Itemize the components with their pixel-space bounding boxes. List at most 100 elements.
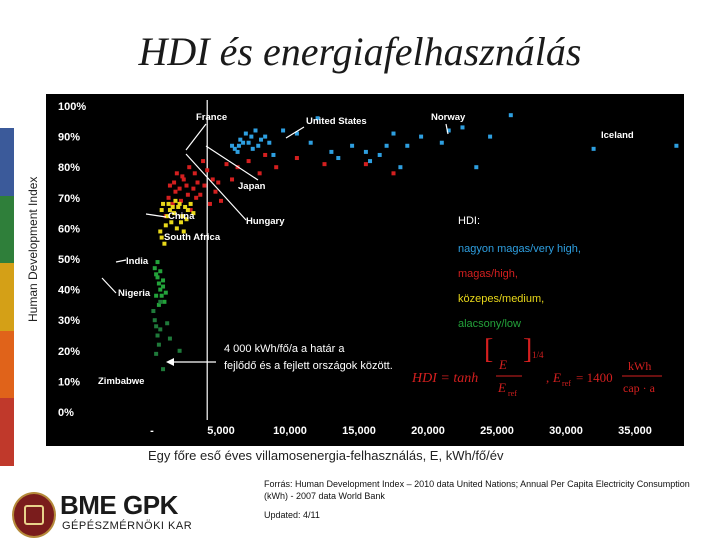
x-tick-label: 10,000 xyxy=(273,425,307,437)
annotation-label: Hungary xyxy=(246,216,285,227)
data-point xyxy=(274,165,279,170)
data-point xyxy=(156,342,161,347)
data-point xyxy=(165,214,170,219)
data-point xyxy=(192,171,197,176)
data-point xyxy=(329,149,334,154)
source-note: Forrás: Human Development Index – 2010 d… xyxy=(264,479,690,501)
threshold-arrowhead xyxy=(166,358,174,366)
data-point xyxy=(250,146,255,151)
data-point xyxy=(161,278,166,283)
y-tick-label: 60% xyxy=(58,223,80,235)
annotation-label: United States xyxy=(306,116,367,127)
data-point xyxy=(163,290,168,295)
annotation-arrow xyxy=(145,213,167,218)
data-point xyxy=(155,333,160,338)
data-point xyxy=(170,201,175,206)
data-point xyxy=(177,201,182,206)
data-point xyxy=(159,293,164,298)
annotation-label: Nigeria xyxy=(118,288,151,299)
data-point xyxy=(155,260,160,265)
x-tick-label: 35,000 xyxy=(618,425,652,437)
data-point xyxy=(205,168,210,173)
data-point xyxy=(241,140,246,145)
data-point xyxy=(198,192,203,197)
data-point xyxy=(172,180,177,185)
annotation-arrow xyxy=(445,123,449,135)
annotation-label: Norway xyxy=(431,112,466,123)
data-point xyxy=(154,351,159,356)
annotation-label: South Africa xyxy=(164,232,221,243)
data-point xyxy=(162,299,167,304)
annotation-arrow xyxy=(185,153,247,221)
annotation-arrow xyxy=(205,145,259,181)
data-point xyxy=(166,201,171,206)
legend-item-medium: közepes/medium, xyxy=(458,293,544,305)
formula-bracket-left: [ xyxy=(484,334,493,365)
data-point xyxy=(161,284,166,289)
data-point xyxy=(152,318,157,323)
logo-main-text: BME GPK xyxy=(60,490,178,520)
data-point xyxy=(243,131,248,136)
data-point xyxy=(180,174,185,179)
data-point xyxy=(236,143,241,148)
x-tick-label: - xyxy=(150,425,154,437)
annotation-label: France xyxy=(196,112,227,123)
data-point xyxy=(181,177,186,182)
annotation-label: Japan xyxy=(238,181,266,192)
data-point xyxy=(384,143,389,148)
data-point xyxy=(508,113,513,118)
annotation-label: India xyxy=(126,256,149,267)
bme-gpk-logo: BME GPK GÉPÉSZMÉRNÖKI KAR xyxy=(6,490,256,538)
data-point xyxy=(257,171,262,176)
data-point xyxy=(178,220,183,225)
data-point xyxy=(322,162,327,167)
data-point xyxy=(488,134,493,139)
annotation-label: Zimbabwe xyxy=(98,376,144,387)
tick-label-layer: 0% 10% 20% 30% 40% 50% 60% 70% 80% 90% 100% - 5,000 1… xyxy=(58,101,652,437)
y-axis-label: Human Development Index xyxy=(26,176,40,322)
formula-ref-symbol: E xyxy=(552,370,561,385)
accent-stripe xyxy=(0,263,14,331)
data-point xyxy=(154,324,159,329)
annotation-label: Iceland xyxy=(601,130,634,141)
x-tick-label: 20,000 xyxy=(411,425,445,437)
y-tick-label: 0% xyxy=(58,407,74,419)
data-point xyxy=(235,149,240,154)
data-point xyxy=(180,214,185,219)
data-point xyxy=(230,143,235,148)
data-point xyxy=(238,137,243,142)
data-point-layer xyxy=(151,113,679,372)
page-title: HDI és energiafelhasználás xyxy=(138,29,582,74)
data-point xyxy=(185,208,190,213)
data-point xyxy=(263,152,268,157)
data-point xyxy=(232,146,237,151)
data-point xyxy=(165,321,170,326)
data-point xyxy=(152,266,157,271)
data-point xyxy=(213,189,218,194)
annotation-arrow xyxy=(115,259,127,263)
data-point xyxy=(151,309,156,314)
data-point xyxy=(377,152,382,157)
data-point xyxy=(253,128,258,133)
data-point xyxy=(156,281,161,286)
data-point xyxy=(167,336,172,341)
data-point xyxy=(162,241,167,246)
data-point xyxy=(446,128,451,133)
data-point xyxy=(184,217,189,222)
logo-sub-text: GÉPÉSZMÉRNÖKI KAR xyxy=(62,520,193,532)
y-tick-label: 30% xyxy=(58,315,80,327)
formula-numerator: E xyxy=(498,357,507,372)
formula-denominator-sub: ref xyxy=(508,389,517,398)
data-point xyxy=(363,149,368,154)
data-point xyxy=(174,226,179,231)
data-point xyxy=(154,272,159,277)
data-point xyxy=(163,223,168,228)
data-point xyxy=(281,128,286,133)
formula-unit-numerator: kWh xyxy=(628,359,651,373)
data-point xyxy=(246,159,251,164)
data-point xyxy=(391,171,396,176)
threshold-note-line2: fejlődő és a fejlett országok között. xyxy=(224,360,393,372)
y-tick-label: 40% xyxy=(58,285,80,297)
data-point xyxy=(294,131,299,136)
legend-item-very-high: nagyon magas/very high, xyxy=(458,243,581,255)
